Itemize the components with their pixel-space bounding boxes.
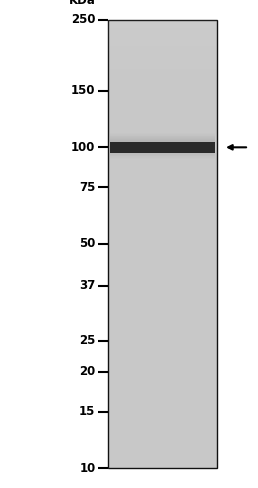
Bar xyxy=(108,67,217,69)
Text: 75: 75 xyxy=(79,181,95,194)
Bar xyxy=(108,24,217,26)
Bar xyxy=(110,141,215,142)
Bar xyxy=(108,78,217,80)
Text: 150: 150 xyxy=(71,84,95,97)
Bar xyxy=(110,136,215,137)
Bar xyxy=(108,46,217,49)
Bar xyxy=(108,49,217,51)
Bar xyxy=(108,53,217,56)
Bar xyxy=(110,142,215,153)
Bar xyxy=(108,60,217,62)
Bar xyxy=(110,156,215,157)
Bar xyxy=(110,158,215,159)
Bar xyxy=(108,51,217,53)
Bar xyxy=(108,76,217,78)
Bar xyxy=(110,140,215,141)
Bar xyxy=(108,58,217,60)
Bar xyxy=(110,153,215,154)
Text: 100: 100 xyxy=(71,141,95,154)
Bar xyxy=(110,137,215,138)
Bar xyxy=(108,33,217,35)
Bar xyxy=(108,20,217,468)
Bar xyxy=(110,154,215,155)
Bar xyxy=(108,22,217,24)
Bar xyxy=(108,26,217,28)
Bar xyxy=(108,71,217,73)
Text: 37: 37 xyxy=(79,280,95,292)
Bar xyxy=(110,155,215,156)
Text: 250: 250 xyxy=(71,13,95,26)
Bar xyxy=(108,42,217,44)
Text: 25: 25 xyxy=(79,334,95,347)
Text: 15: 15 xyxy=(79,406,95,418)
Bar xyxy=(108,80,217,82)
Bar xyxy=(108,40,217,42)
Bar xyxy=(108,82,217,84)
Bar xyxy=(108,31,217,33)
Bar xyxy=(108,28,217,31)
Bar xyxy=(110,135,215,136)
Bar xyxy=(108,38,217,40)
Bar xyxy=(110,157,215,158)
Text: 50: 50 xyxy=(79,238,95,250)
Text: 10: 10 xyxy=(79,462,95,475)
Bar xyxy=(110,139,215,140)
Bar xyxy=(108,64,217,67)
Bar xyxy=(108,84,217,87)
Text: KDa: KDa xyxy=(69,0,95,7)
Bar xyxy=(108,44,217,46)
Text: 20: 20 xyxy=(79,366,95,378)
Bar xyxy=(108,56,217,58)
Bar xyxy=(108,73,217,76)
Bar xyxy=(108,69,217,71)
Bar xyxy=(108,35,217,38)
Bar xyxy=(108,20,217,22)
Bar xyxy=(108,62,217,64)
Bar xyxy=(110,134,215,135)
Bar xyxy=(110,138,215,139)
